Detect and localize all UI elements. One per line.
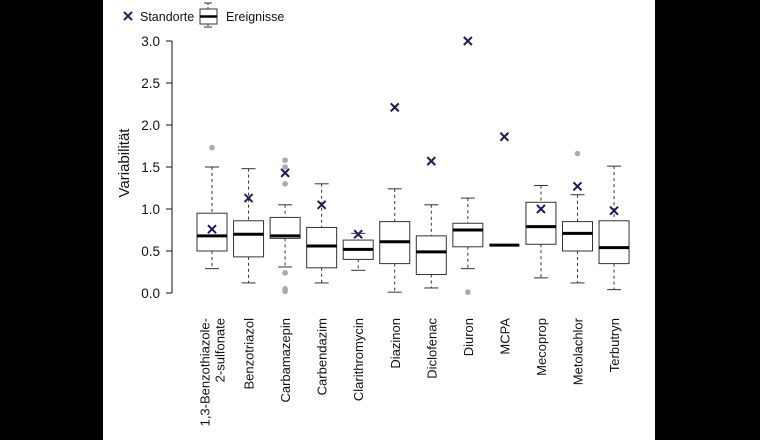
x-tick-label: Metolachlor — [571, 317, 586, 385]
y-tick-label: 3.0 — [141, 34, 160, 49]
iqr-box — [598, 220, 630, 265]
y-axis-label: Variabilität — [116, 128, 133, 198]
y-axis: 0.0 0.5 1.0 1.5 2.0 2.5 3.0 — [141, 34, 173, 301]
y-tick-label: 0.0 — [141, 286, 160, 301]
iqr-box — [196, 212, 228, 252]
box-0 — [196, 144, 228, 270]
iqr-box — [306, 226, 338, 269]
legend-cross-glyph — [123, 11, 133, 21]
x-tick-label: Mecoprop — [534, 318, 549, 376]
standorte-marker-11 — [609, 205, 619, 216]
x-tick-label: Benzotriazol — [242, 318, 257, 390]
box-11 — [598, 165, 630, 291]
iqr-box — [269, 216, 301, 239]
x-tick-label: Terbutryn — [607, 318, 622, 372]
x-tick-label: 1,3-Benzothiazole- — [198, 318, 213, 426]
standorte-marker-4 — [353, 229, 363, 239]
y-tick-label: 0.5 — [141, 244, 160, 259]
x-tick-label: Diclofenac — [424, 318, 439, 379]
standorte-marker-6 — [426, 156, 437, 166]
x-tick-label: Diuron — [461, 318, 476, 356]
plot-area — [196, 36, 630, 295]
y-tick-label: 1.5 — [141, 160, 160, 175]
outlier-point — [465, 289, 471, 295]
x-tick-label: Carbendazim — [315, 318, 330, 395]
y-tick-label: 2.0 — [141, 118, 160, 133]
chart-panel — [103, 0, 655, 440]
standorte-marker-9 — [536, 204, 546, 214]
outlier-point — [209, 144, 215, 151]
iqr-box — [415, 235, 447, 276]
standorte-marker-2 — [280, 168, 290, 178]
standorte-marker-8 — [499, 132, 510, 142]
box-1 — [233, 168, 265, 284]
outlier-point — [282, 288, 288, 295]
outlier-point — [282, 181, 288, 187]
x-tick-label: Diazinon — [388, 318, 403, 369]
box-6 — [415, 204, 447, 289]
box-9 — [525, 184, 557, 279]
x-tick-label: MCPA — [497, 318, 512, 355]
x-tick-label: 2-sulfonate — [213, 318, 228, 382]
standorte-marker-0 — [207, 224, 217, 234]
iqr-box — [233, 220, 265, 258]
box-2 — [269, 157, 301, 295]
box-5 — [379, 188, 411, 293]
standorte-marker-7 — [463, 36, 473, 46]
box-3 — [306, 183, 338, 284]
y-tick-label: 2.5 — [141, 76, 160, 91]
x-tick-label: Carbamazepin — [278, 318, 293, 403]
legend: Standorte Ereignisse — [123, 2, 284, 28]
legend-ereignisse-label: Ereignisse — [226, 10, 284, 24]
legend-ereignisse-marker — [199, 2, 218, 28]
box-10 — [562, 150, 593, 284]
outlier-point — [282, 164, 288, 170]
x-tick-label: Clarithromycin — [351, 318, 366, 401]
x-axis-labels: 1,3-Benzothiazole- 2-sulfonate Benzotriazo… — [198, 317, 623, 426]
y-tick-label: 1.0 — [141, 202, 160, 217]
iqr-box — [452, 222, 484, 248]
legend-standorte-label: Standorte — [140, 10, 194, 24]
iqr-box — [562, 221, 593, 252]
standorte-marker-3 — [316, 200, 327, 210]
standorte-marker-1 — [243, 193, 254, 203]
standorte-marker-10 — [572, 181, 583, 192]
legend-standorte-marker — [123, 11, 133, 21]
box-7 — [452, 197, 484, 295]
outlier-point — [574, 150, 581, 157]
outlier-point — [282, 270, 288, 276]
outlier-point — [282, 157, 288, 164]
box-4 — [342, 232, 374, 271]
standorte-marker-5 — [390, 102, 400, 113]
